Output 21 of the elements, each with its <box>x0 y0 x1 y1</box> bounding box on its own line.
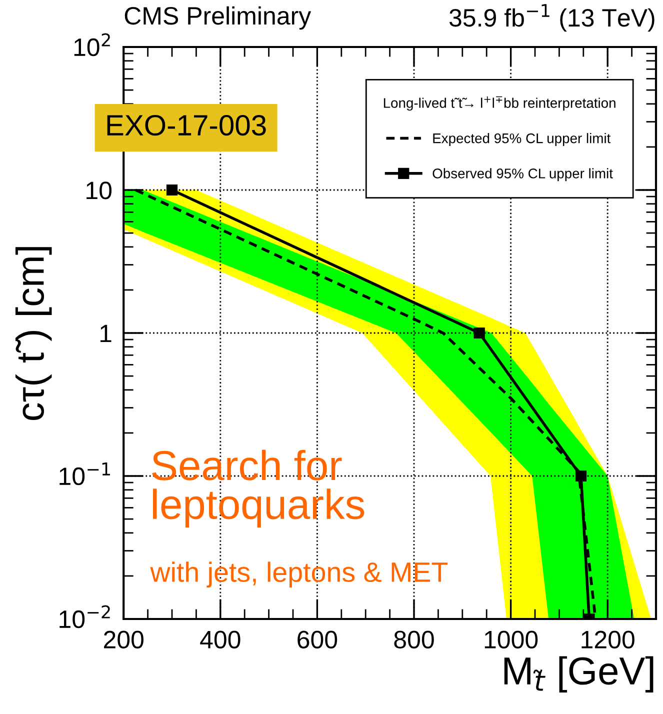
y-tick-label: 10 <box>86 182 112 200</box>
annotation: EXO-17-003 <box>107 114 266 136</box>
chart-subtitle: 35.9 fb$^{−1}$ (13 TeV) <box>449 4 654 32</box>
chart-title: CMS Preliminary <box>124 6 312 30</box>
x-axis-title: M$_{t̃}$ [GeV] <box>504 656 654 692</box>
annotation: Search for leptoquarks <box>152 450 364 528</box>
y-axis-title: cτ( t̃ ) [cm] <box>15 247 52 420</box>
legend-label: Expected 95% CL upper limit <box>433 133 611 146</box>
x-tick-label: 800 <box>394 630 434 648</box>
legend-label: Observed 95% CL upper limit <box>432 168 613 182</box>
x-tick-label: 600 <box>298 630 338 648</box>
x-tick-label: 1200 <box>582 630 634 648</box>
x-tick-label: 200 <box>104 630 144 648</box>
y-tick-label: 10$^{2}$ <box>74 33 110 56</box>
y-tick-label: 10$^{−1}$ <box>60 462 110 486</box>
y-tick-label: 10$^{−2}$ <box>60 605 110 628</box>
legend-title: Long-lived t̃ t̃→ l$^{+}$l$^{∓}$bb reinterpretation <box>384 96 616 111</box>
y-tick-label: 1 <box>100 324 112 342</box>
annotation: with jets, leptons & MET <box>150 562 448 588</box>
x-tick-label: 400 <box>200 630 240 648</box>
x-tick-label: 1000 <box>484 630 538 648</box>
